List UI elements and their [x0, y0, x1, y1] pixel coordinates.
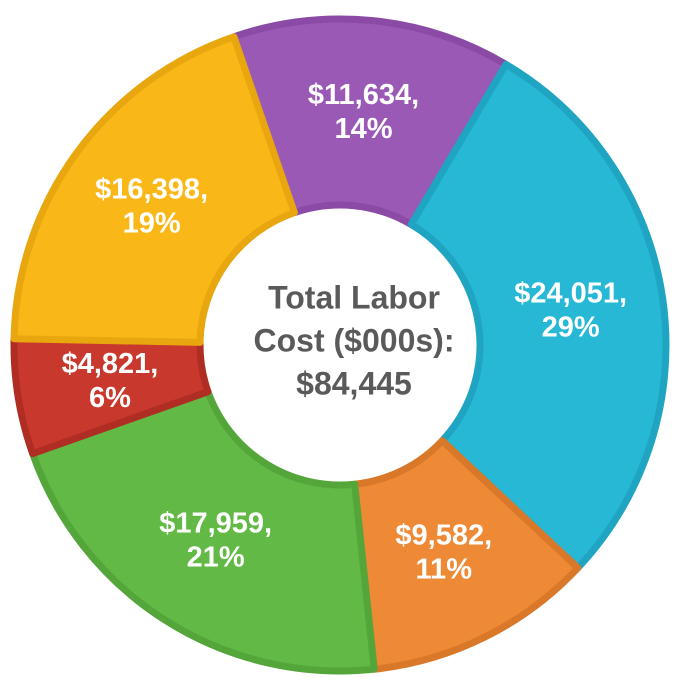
- donut-segment: [407, 60, 670, 572]
- value-label: $17,959,: [159, 508, 272, 540]
- center-text: Total Labor: [268, 279, 440, 315]
- donut-segment: [29, 388, 378, 675]
- donut-hole: [204, 209, 476, 481]
- percentage-label: 14%: [335, 113, 393, 145]
- center-text: $84,445: [296, 365, 412, 401]
- value-label: $4,821,: [62, 348, 159, 380]
- percentage-label: 6%: [89, 382, 131, 414]
- donut-segment: [351, 437, 582, 673]
- percentage-label: 19%: [123, 208, 181, 240]
- value-label: $24,051,: [514, 278, 627, 310]
- percentage-label: 11%: [416, 553, 473, 585]
- percentage-label: 29%: [542, 312, 600, 344]
- percentage-label: 21%: [187, 542, 245, 574]
- value-label: $11,634,: [308, 79, 419, 111]
- value-label: $16,398,: [95, 174, 208, 206]
- center-text: Cost ($000s):: [254, 322, 455, 358]
- value-label: $9,582,: [395, 519, 492, 551]
- donut-segment: [10, 33, 298, 346]
